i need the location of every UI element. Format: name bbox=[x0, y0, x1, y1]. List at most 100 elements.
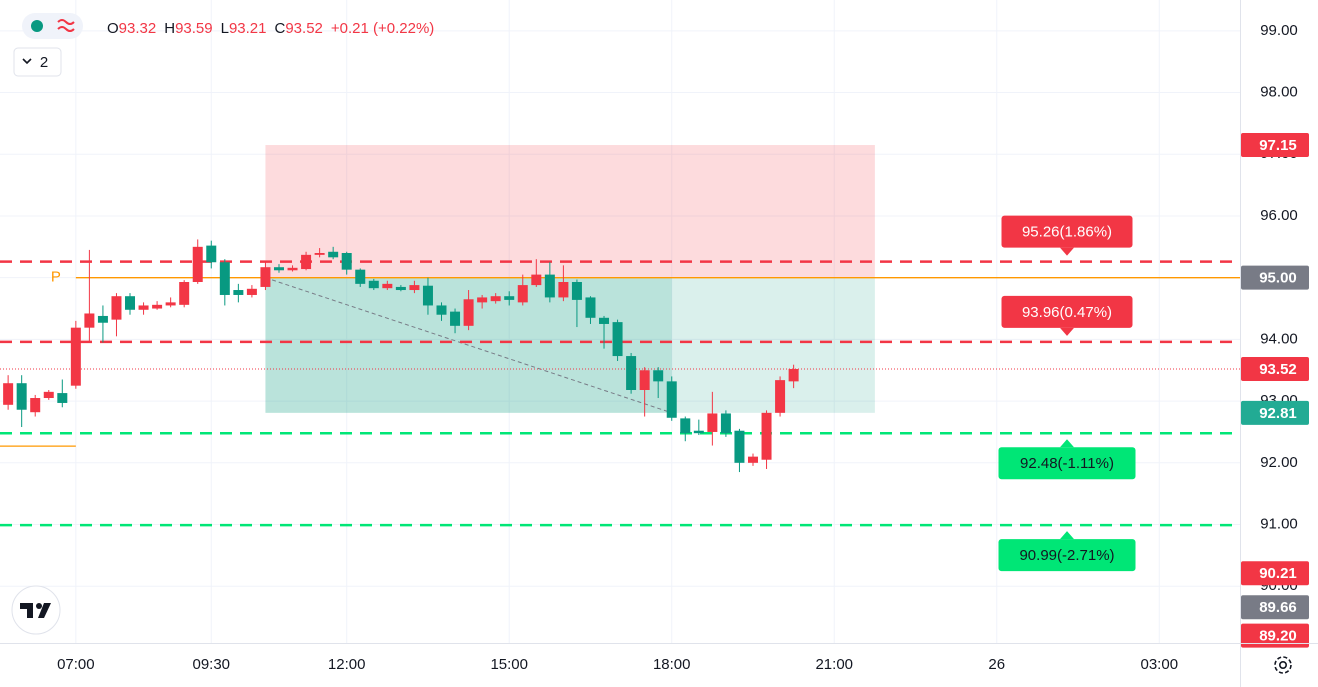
pill-bg bbox=[22, 13, 83, 39]
symbol-pill[interactable] bbox=[22, 13, 83, 39]
button-bg bbox=[13, 47, 62, 77]
x-tick-label: 12:00 bbox=[328, 656, 366, 673]
level-label: 92.48(-1.11%) bbox=[1020, 455, 1114, 472]
level-label: 93.96(0.47%) bbox=[1022, 304, 1112, 321]
candle-body bbox=[585, 297, 596, 318]
gear-outer bbox=[1274, 656, 1292, 674]
candle-body bbox=[165, 302, 176, 306]
candle-body bbox=[206, 245, 217, 263]
pivot-label: P bbox=[51, 269, 61, 286]
candle-body bbox=[707, 413, 718, 432]
price-badge bbox=[1241, 133, 1309, 158]
candle-body bbox=[43, 391, 54, 399]
candle-body bbox=[16, 383, 27, 410]
logo-t bbox=[20, 603, 39, 618]
level-badge bbox=[998, 539, 1136, 572]
gear-inner bbox=[1279, 660, 1288, 669]
candle-body bbox=[84, 313, 95, 328]
candle-body bbox=[490, 296, 501, 302]
candle-body bbox=[626, 356, 637, 390]
candle-body bbox=[70, 327, 81, 386]
candle-body bbox=[287, 267, 298, 271]
ohlc-key: O bbox=[107, 20, 119, 37]
logo-bg bbox=[11, 585, 61, 635]
y-tick-label: 96.00 bbox=[1260, 207, 1298, 224]
candle-body bbox=[788, 369, 799, 382]
price-badge-label: 92.81 bbox=[1259, 405, 1297, 422]
level-badge-arrow bbox=[1060, 247, 1074, 256]
collapse-count: 2 bbox=[40, 54, 48, 71]
layers: 90.0091.0092.0093.0094.0095.0096.0097.00… bbox=[0, 0, 1309, 673]
candle-body bbox=[517, 285, 528, 303]
candle-body bbox=[97, 315, 108, 323]
candle-body bbox=[273, 267, 284, 271]
candle-body bbox=[612, 322, 623, 357]
tv-logo[interactable] bbox=[11, 585, 61, 635]
candle-body bbox=[666, 381, 677, 418]
candle-body bbox=[720, 413, 731, 434]
target-zone bbox=[265, 277, 875, 413]
ohlc-change: +0.21 (+0.22%) bbox=[331, 20, 434, 37]
candle-body bbox=[368, 280, 379, 289]
ohlc-key: L bbox=[221, 20, 229, 37]
candle-body bbox=[192, 246, 203, 283]
candle-body bbox=[138, 305, 149, 310]
candle-body bbox=[219, 262, 230, 295]
candle-body bbox=[179, 282, 190, 305]
x-tick-label: 26 bbox=[988, 656, 1005, 673]
logo-dot bbox=[36, 603, 42, 609]
candle-body bbox=[125, 296, 136, 310]
candle-body bbox=[558, 282, 569, 298]
level-label: 95.26(1.86%) bbox=[1022, 224, 1112, 241]
ohlc-value: 93.21 bbox=[229, 20, 267, 37]
price-badge-label: 89.66 bbox=[1259, 599, 1297, 616]
candle-body bbox=[747, 456, 758, 463]
x-tick-label: 03:00 bbox=[1141, 656, 1179, 673]
candle-body bbox=[504, 296, 515, 300]
price-badge bbox=[1241, 595, 1309, 620]
candle-body bbox=[680, 418, 691, 434]
ohlc-value: 93.52 bbox=[285, 20, 323, 37]
ohlc-key: H bbox=[164, 20, 175, 37]
candle-body bbox=[152, 304, 163, 309]
candle-body bbox=[111, 296, 122, 320]
candle-body bbox=[761, 412, 772, 460]
price-badge-label: 90.21 bbox=[1259, 565, 1297, 582]
price-badge bbox=[1241, 265, 1309, 290]
candle-body bbox=[531, 274, 542, 286]
y-tick-label: 98.00 bbox=[1260, 84, 1298, 101]
price-badge bbox=[1241, 623, 1309, 648]
x-tick-label: 09:30 bbox=[192, 656, 230, 673]
candle-body bbox=[639, 370, 650, 390]
candle-body bbox=[734, 430, 745, 463]
settings[interactable] bbox=[1274, 656, 1292, 674]
candle-body bbox=[571, 282, 582, 300]
candle-body bbox=[57, 393, 68, 403]
price-badge bbox=[1241, 561, 1309, 586]
level-label: 90.99(-2.71%) bbox=[1019, 547, 1114, 564]
candle-body bbox=[544, 274, 555, 298]
ohlc-value: 93.32 bbox=[119, 20, 157, 37]
y-tick-label: 92.00 bbox=[1260, 454, 1298, 471]
candle-body bbox=[260, 267, 271, 287]
candle-body bbox=[328, 251, 339, 258]
candle-body bbox=[409, 285, 420, 291]
candle-body bbox=[422, 285, 433, 306]
level-badge bbox=[1001, 295, 1133, 328]
candle-body bbox=[450, 311, 461, 326]
candle-body bbox=[382, 283, 393, 289]
collapse-button[interactable]: 2 bbox=[13, 47, 62, 77]
price-badge-label: 89.20 bbox=[1259, 628, 1297, 645]
x-tick-label: 15:00 bbox=[490, 656, 528, 673]
ohlc-legend: O93.32 H93.59 L93.21 C93.52 +0.21 (+0.22%) bbox=[107, 20, 434, 37]
ohlc-value: 93.59 bbox=[175, 20, 213, 37]
candle-body bbox=[341, 253, 352, 270]
level-badge bbox=[998, 447, 1136, 480]
candle-body bbox=[355, 269, 366, 284]
candle-body bbox=[301, 254, 312, 270]
candle-body bbox=[30, 398, 41, 413]
price-badge-label: 95.00 bbox=[1259, 270, 1297, 287]
stop-zone bbox=[265, 145, 875, 278]
